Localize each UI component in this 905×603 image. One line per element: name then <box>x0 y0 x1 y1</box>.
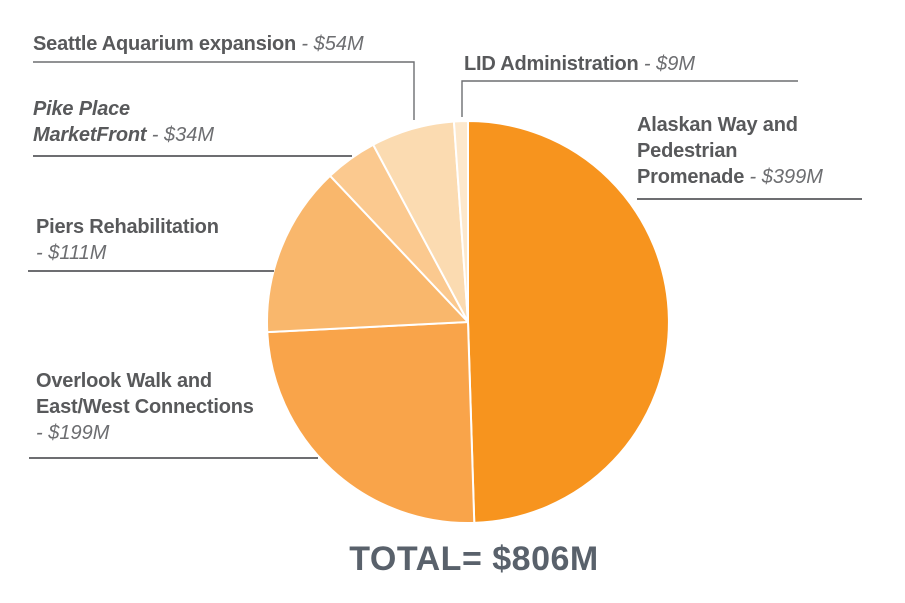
slice-label: Overlook Walk and <box>36 370 212 392</box>
callout-pike-place: Pike Place MarketFront - $34M <box>33 96 214 148</box>
slice-value: - $9M <box>643 53 696 75</box>
pie-slice-overlook-walk-and-east-west-connections <box>266 321 476 524</box>
slice-label: Piers Rehabilitation <box>36 216 219 238</box>
pie-slice-piers-rehabilitation <box>266 174 469 334</box>
pie <box>266 119 670 524</box>
slice-value: - $199M <box>36 422 110 444</box>
slice-label: LID Administration <box>464 53 639 75</box>
callout-lid-administration: LID Administration - $9M <box>464 51 695 77</box>
slice-label: Promenade <box>637 166 745 188</box>
callout-piers-rehabilitation: Piers Rehabilitation - $111M <box>36 214 219 266</box>
slice-value: - $54M <box>301 33 364 55</box>
callout-overlook-walk: Overlook Walk and East/West Connections … <box>36 368 254 446</box>
callout-alaskan-way: Alaskan Way and Pedestrian Promenade - $… <box>637 112 823 190</box>
leader-line-seattle-aquarium <box>33 61 415 120</box>
slice-label: Seattle Aquarium expansion <box>33 33 297 55</box>
slice-value: - $399M <box>749 166 823 188</box>
callout-seattle-aquarium: Seattle Aquarium expansion - $54M <box>33 31 364 57</box>
pie-slice-alaskan-way-and-pedestrian-promenade <box>467 120 670 524</box>
slice-label: MarketFront <box>33 124 147 146</box>
slice-value: - $111M <box>36 242 107 264</box>
slice-value: - $34M <box>151 124 214 146</box>
total-label: TOTAL= $806M <box>349 540 599 578</box>
slice-label: East/West Connections <box>36 396 254 418</box>
slice-label: Alaskan Way and <box>637 114 798 136</box>
slice-label: Pike Place <box>33 98 130 120</box>
slice-label: Pedestrian <box>637 140 738 162</box>
leader-line-lid-administration <box>461 80 798 117</box>
pie-slice-lid-administration <box>452 119 469 323</box>
